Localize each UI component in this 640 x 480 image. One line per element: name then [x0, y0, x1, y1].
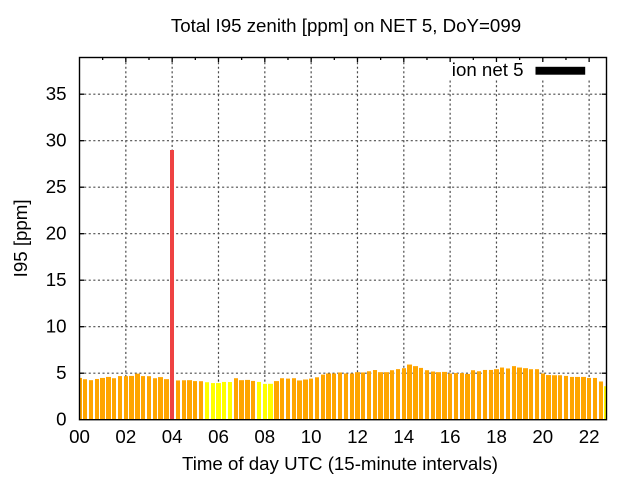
svg-text:02: 02: [115, 426, 136, 447]
svg-text:30: 30: [46, 130, 67, 151]
svg-text:08: 08: [254, 426, 275, 447]
svg-text:Time of day UTC (15-minute int: Time of day UTC (15-minute intervals): [182, 453, 498, 474]
svg-text:04: 04: [162, 426, 183, 447]
svg-text:I95 [ppm]: I95 [ppm]: [10, 199, 31, 277]
svg-text:5: 5: [56, 362, 66, 383]
svg-text:ion net 5: ion net 5: [452, 59, 524, 80]
svg-text:35: 35: [46, 83, 67, 104]
svg-text:10: 10: [46, 316, 67, 337]
svg-text:18: 18: [486, 426, 507, 447]
svg-text:00: 00: [69, 426, 90, 447]
svg-text:06: 06: [208, 426, 229, 447]
svg-text:25: 25: [46, 176, 67, 197]
svg-text:16: 16: [440, 426, 461, 447]
svg-text:15: 15: [46, 269, 67, 290]
svg-text:20: 20: [46, 223, 67, 244]
svg-text:14: 14: [393, 426, 414, 447]
svg-text:20: 20: [532, 426, 553, 447]
svg-text:Total I95 zenith [ppm] on NET: Total I95 zenith [ppm] on NET 5, DoY=099: [171, 15, 521, 36]
svg-text:12: 12: [347, 426, 368, 447]
svg-text:22: 22: [579, 426, 600, 447]
svg-text:0: 0: [56, 409, 66, 430]
svg-text:10: 10: [301, 426, 322, 447]
